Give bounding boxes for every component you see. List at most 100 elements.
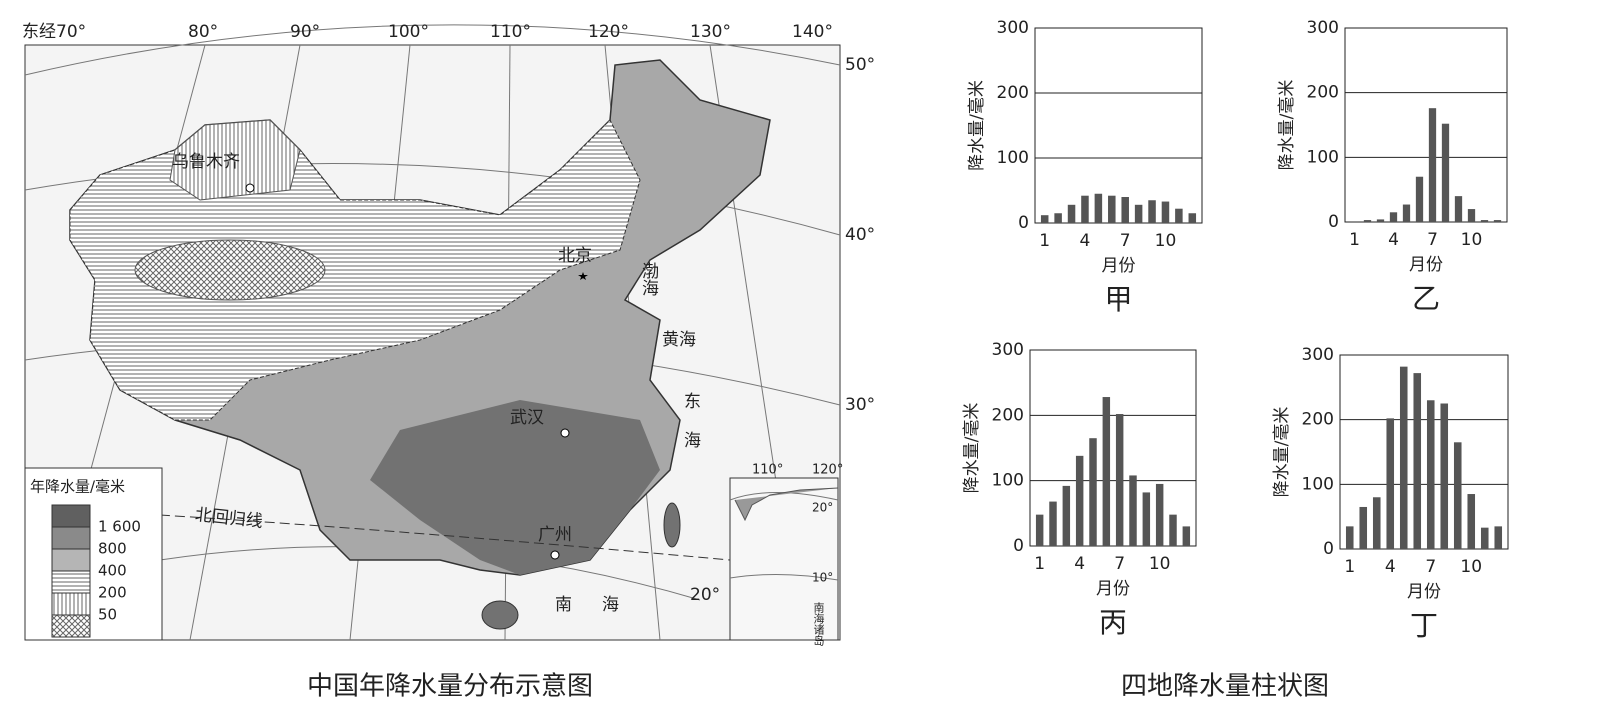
sea-label: 南海 (555, 595, 649, 615)
bar (1467, 209, 1476, 222)
bar (1376, 219, 1385, 222)
x-tick-label: 4 (1388, 230, 1399, 250)
sea-label: 东海 (680, 392, 701, 470)
longitude-label: 130° (690, 22, 731, 42)
bar (1062, 485, 1071, 546)
y-tick-label: 300 (1307, 18, 1339, 38)
bar (1108, 195, 1116, 223)
plot-frame (1339, 354, 1509, 550)
y-axis-label: 降水量/毫米 (962, 403, 982, 494)
bar (1440, 403, 1449, 549)
tropic-line (159, 514, 731, 561)
bar (1094, 193, 1103, 223)
legend-label: 200 (98, 584, 127, 602)
bar (1081, 195, 1089, 223)
plot-frame (1034, 27, 1203, 224)
y-axis-label: 降水量/毫米 (1277, 80, 1297, 171)
city-label: 武汉 (510, 408, 544, 428)
bar (1040, 215, 1049, 223)
longitude-label: 100° (388, 22, 429, 42)
bar (1134, 204, 1143, 223)
city-marker (560, 428, 570, 438)
legend-swatch (51, 504, 91, 528)
x-tick-label: 7 (1114, 554, 1125, 574)
y-tick-label: 100 (1302, 474, 1334, 494)
x-tick-label: 7 (1427, 230, 1438, 250)
longitude-label: 东经70° (22, 22, 86, 42)
bar (1494, 526, 1503, 549)
x-tick-label: 1 (1349, 230, 1360, 250)
latitude-label: 20° (690, 585, 720, 605)
x-tick-label: 1 (1039, 231, 1050, 251)
y-axis-label: 降水量/毫米 (967, 80, 987, 171)
legend-swatch (51, 614, 91, 638)
inset-longitude: 110° (752, 463, 783, 478)
x-axis-label: 月份 (1102, 256, 1136, 276)
wet-region (370, 400, 660, 575)
legend-swatch (51, 570, 91, 594)
chart-title: 丁 (1410, 609, 1438, 642)
bar (1359, 506, 1368, 549)
inset-longitude: 120° (812, 463, 843, 478)
bar (1441, 123, 1450, 222)
bar (1467, 494, 1476, 549)
bar (1067, 204, 1076, 223)
plot-frame (1029, 349, 1197, 547)
chart-title: 乙 (1412, 282, 1440, 315)
legend-label: 1 600 (98, 518, 141, 536)
capital-marker (578, 272, 588, 280)
bar (1155, 483, 1164, 546)
inset-latitude: 10° (812, 571, 833, 585)
bar (1035, 514, 1044, 546)
semi-dry-region (169, 119, 301, 201)
bar (1415, 176, 1424, 222)
latitude-label: 50° (845, 55, 875, 75)
bar (1413, 373, 1422, 549)
x-tick-label: 1 (1344, 557, 1355, 577)
x-tick-label: 10 (1155, 231, 1177, 251)
bar (1115, 414, 1124, 546)
y-tick-label: 200 (992, 405, 1024, 425)
x-tick-label: 4 (1080, 231, 1091, 251)
bar (1129, 475, 1137, 546)
bar (1169, 514, 1177, 546)
bar (1389, 212, 1398, 222)
legend: 年降水量/毫米 1 600 800 400 200 50 (24, 467, 163, 641)
city-marker (245, 183, 255, 193)
latitude-label: 40° (845, 225, 875, 245)
x-axis-label: 月份 (1096, 579, 1130, 599)
y-tick-label: 0 (1323, 539, 1334, 559)
x-axis-label: 月份 (1409, 255, 1443, 275)
x-tick-label: 1 (1034, 554, 1045, 574)
map-title: 中国年降水量分布示意图 (307, 672, 593, 702)
legend-label: 50 (98, 606, 117, 624)
bar (1161, 201, 1170, 223)
longitude-label: 140° (792, 22, 833, 42)
y-tick-label: 300 (992, 340, 1024, 360)
bar (1363, 220, 1372, 222)
bar (1454, 196, 1463, 222)
y-tick-label: 0 (1018, 213, 1029, 233)
y-tick-label: 100 (992, 471, 1024, 491)
plot-frame (1344, 27, 1508, 223)
chart-title: 甲 (1104, 283, 1132, 316)
legend-frame (24, 467, 163, 641)
city-marker (550, 550, 560, 560)
y-axis-label: 降水量/毫米 (1272, 407, 1292, 498)
legend-swatch (51, 592, 91, 616)
desert-region (134, 239, 326, 301)
legend-label: 400 (98, 562, 127, 580)
x-tick-label: 10 (1461, 230, 1483, 250)
legend-swatch (51, 548, 91, 572)
x-tick-label: 4 (1385, 557, 1396, 577)
taiwan (663, 502, 681, 548)
longitude-label: 120° (588, 22, 629, 42)
inset: 110° 120° 20° 10° 南海诸岛 (729, 463, 843, 647)
bar (1402, 204, 1411, 222)
legend-title: 年降水量/毫米 (30, 478, 125, 496)
bar (1399, 366, 1408, 549)
bar (1350, 221, 1359, 222)
bar (1426, 400, 1435, 549)
